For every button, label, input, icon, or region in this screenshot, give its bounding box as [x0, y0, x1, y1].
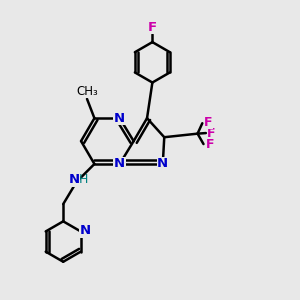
- Text: N: N: [114, 158, 125, 170]
- Text: H: H: [79, 173, 88, 186]
- Text: N: N: [69, 173, 80, 186]
- Text: N: N: [157, 158, 168, 170]
- Text: F: F: [148, 21, 157, 34]
- Text: CH₃: CH₃: [76, 85, 98, 98]
- Text: F: F: [204, 116, 213, 129]
- Text: F: F: [207, 127, 216, 140]
- Text: N: N: [79, 224, 90, 237]
- Text: N: N: [114, 112, 125, 125]
- Text: F: F: [206, 138, 214, 152]
